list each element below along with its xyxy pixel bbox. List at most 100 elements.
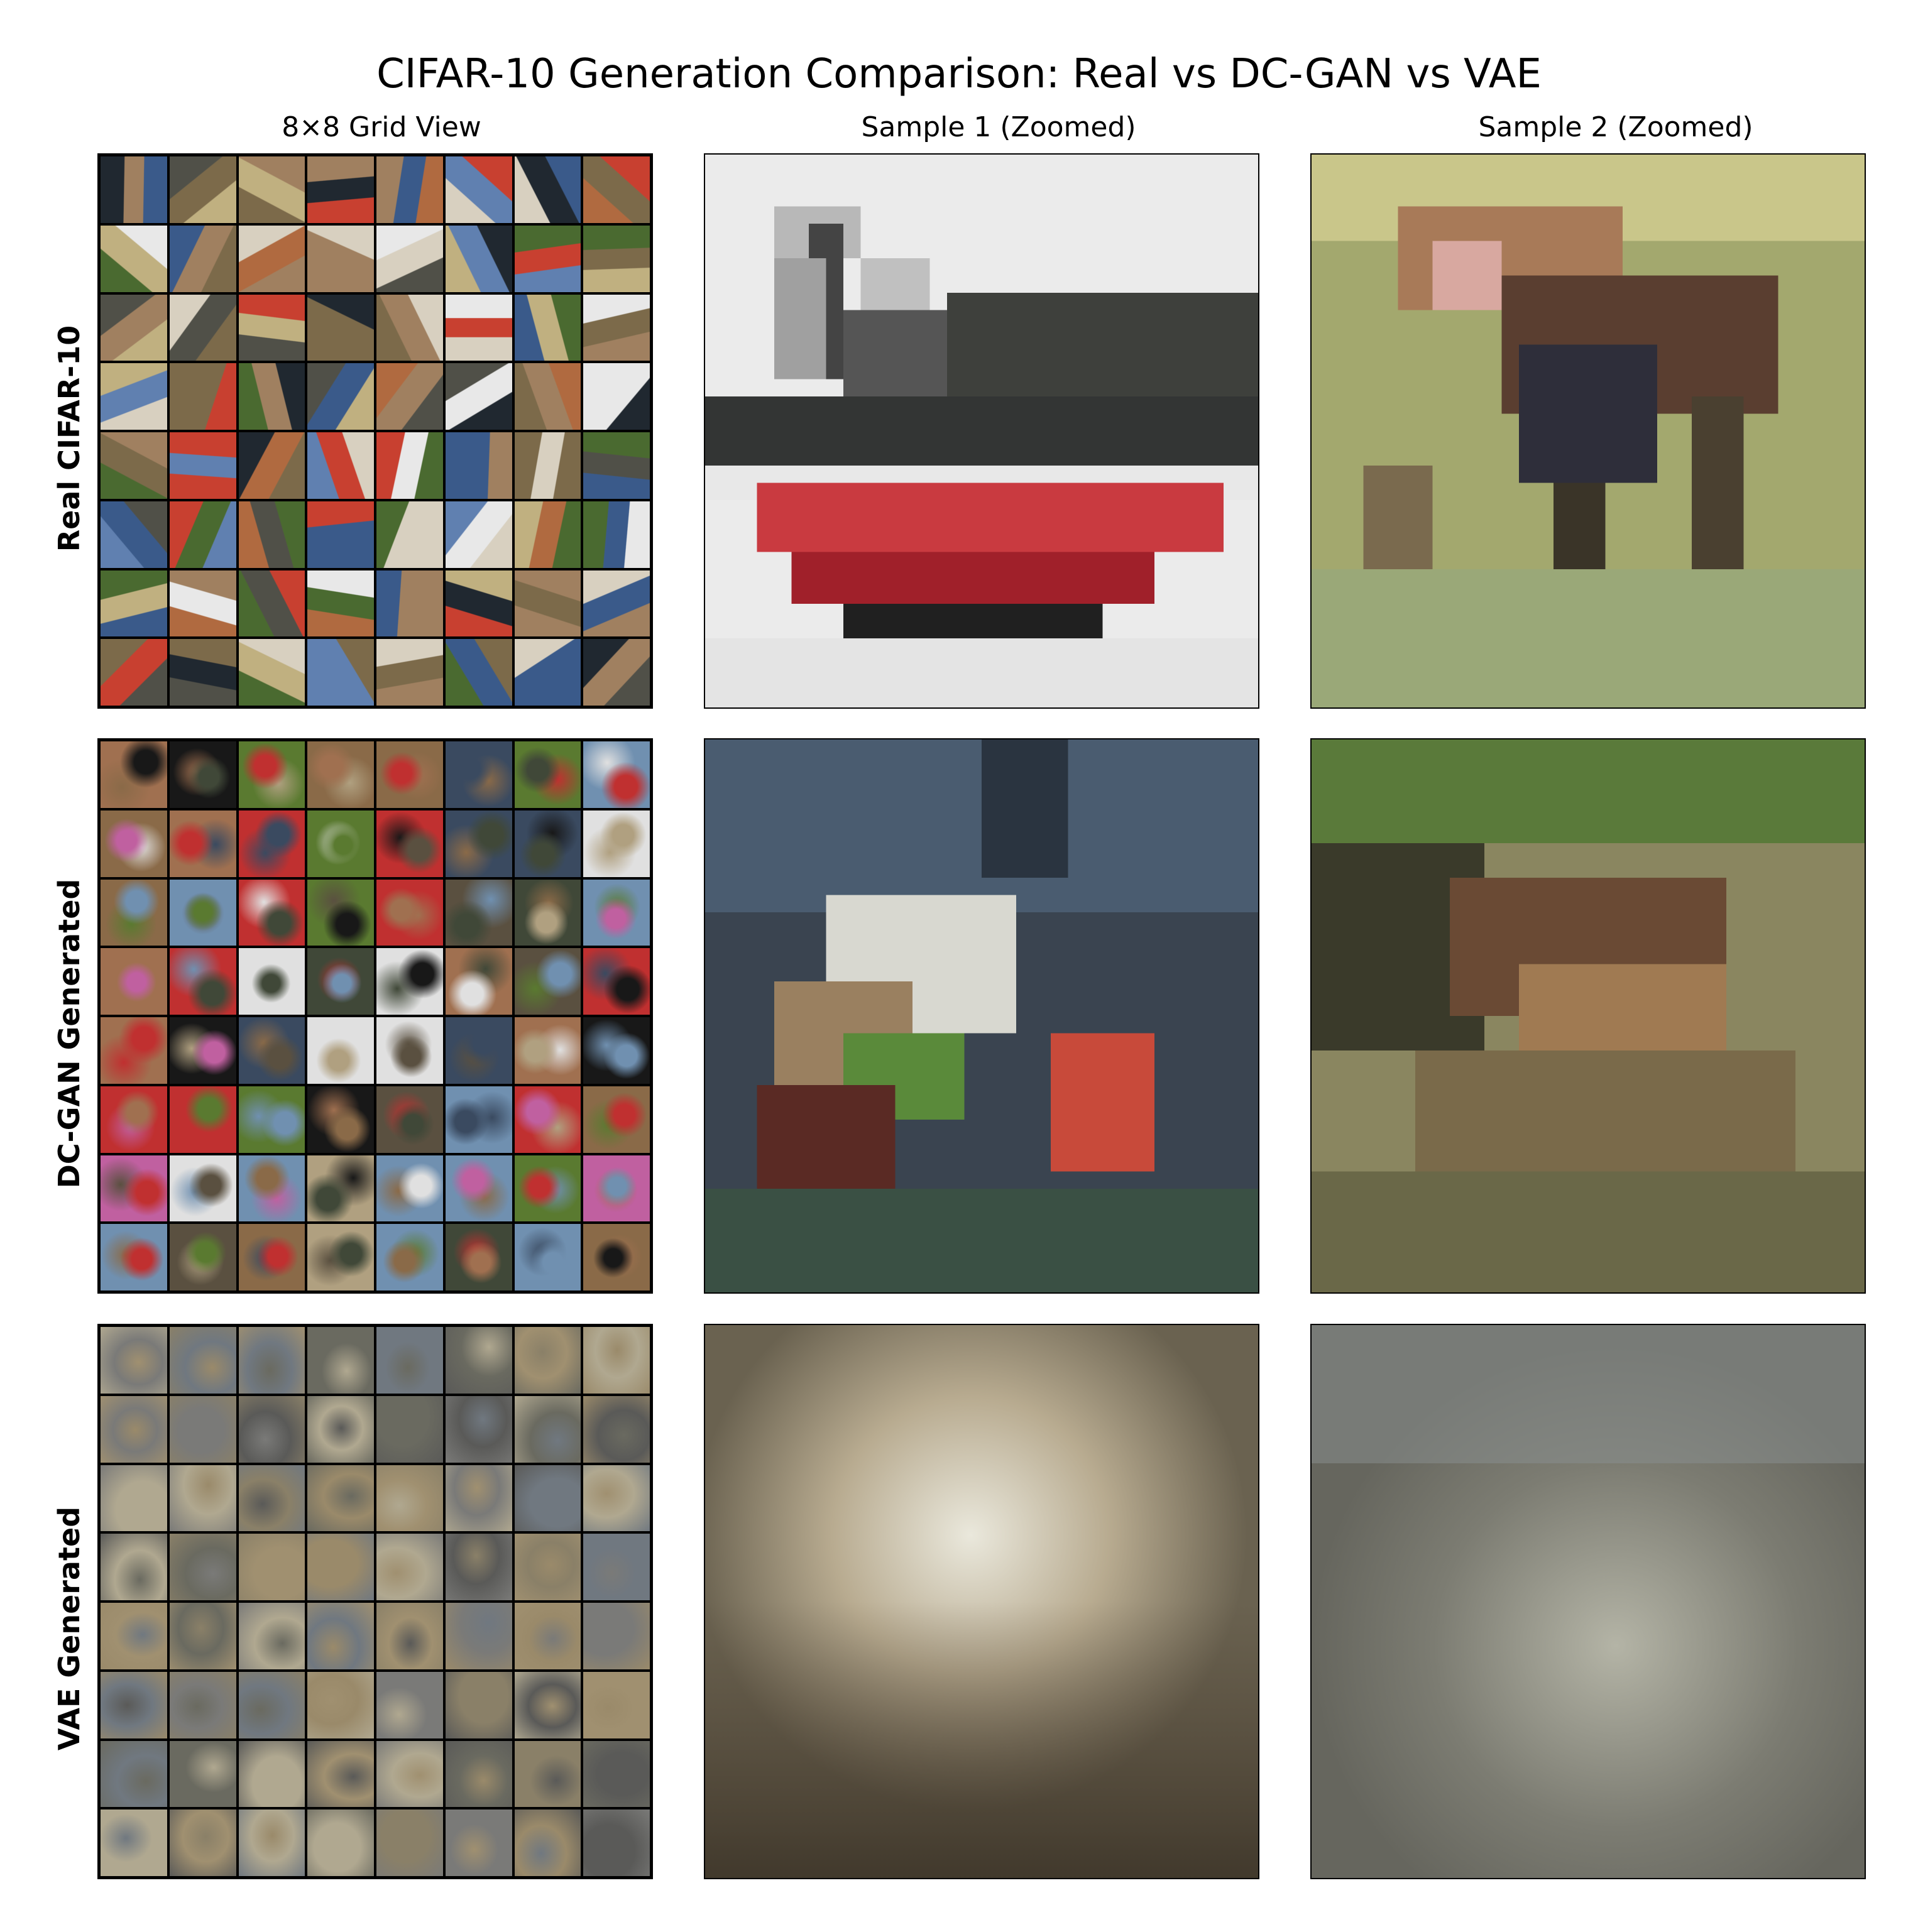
grid-thumbnail xyxy=(445,501,512,568)
grid-thumbnail xyxy=(169,156,236,223)
grid-thumbnail xyxy=(445,1155,512,1222)
grid-thumbnail xyxy=(169,1809,236,1876)
grid-thumbnail xyxy=(307,225,374,292)
grid-thumbnail xyxy=(445,1086,512,1153)
real-sample-2-image xyxy=(1310,153,1866,709)
grid-thumbnail xyxy=(514,1603,581,1669)
grid-thumbnail xyxy=(376,639,443,706)
real-sample-1-image xyxy=(704,153,1259,709)
grid-thumbnail xyxy=(238,1224,305,1291)
grid-thumbnail xyxy=(169,1671,236,1738)
grid-thumbnail xyxy=(583,501,650,568)
grid-thumbnail xyxy=(445,1740,512,1808)
grid-thumbnail xyxy=(583,1809,650,1876)
grid-thumbnail xyxy=(376,948,443,1015)
grid-thumbnail xyxy=(307,1224,374,1291)
grid-thumbnail xyxy=(445,1603,512,1669)
grid-thumbnail xyxy=(583,1603,650,1669)
grid-thumbnail xyxy=(376,363,443,430)
grid-thumbnail xyxy=(101,570,167,637)
grid-thumbnail xyxy=(583,1395,650,1463)
column-title-grid: 8×8 Grid View xyxy=(282,111,481,143)
grid-thumbnail xyxy=(583,810,650,877)
grid-thumbnail xyxy=(376,501,443,568)
grid-thumbnail xyxy=(445,570,512,637)
grid-thumbnail xyxy=(583,156,650,223)
grid-thumbnail xyxy=(583,225,650,292)
grid-thumbnail xyxy=(238,1740,305,1808)
grid-thumbnail xyxy=(238,639,305,706)
grid-thumbnail xyxy=(169,1086,236,1153)
grid-thumbnail xyxy=(101,1809,167,1876)
grid-thumbnail xyxy=(376,1740,443,1808)
grid-thumbnail xyxy=(238,501,305,568)
row-label-real: Real CIFAR-10 xyxy=(52,325,86,552)
grid-thumbnail xyxy=(445,1327,512,1394)
grid-thumbnail xyxy=(169,363,236,430)
grid-thumbnail xyxy=(169,225,236,292)
grid-thumbnail xyxy=(307,639,374,706)
grid-thumbnail xyxy=(376,1395,443,1463)
grid-thumbnail xyxy=(238,810,305,877)
grid-thumbnail xyxy=(169,432,236,499)
grid-thumbnail xyxy=(169,1155,236,1222)
grid-thumbnail xyxy=(514,432,581,499)
grid-thumbnail xyxy=(445,639,512,706)
grid-thumbnail xyxy=(169,294,236,361)
grid-thumbnail xyxy=(514,363,581,430)
grid-thumbnail xyxy=(101,294,167,361)
grid-thumbnail xyxy=(376,1086,443,1153)
grid-thumbnail xyxy=(514,1809,581,1876)
grid-thumbnail xyxy=(445,1224,512,1291)
grid-thumbnail xyxy=(101,1603,167,1669)
grid-thumbnail xyxy=(514,1740,581,1808)
row-label-vae: VAE Generated xyxy=(52,1506,86,1751)
grid-thumbnail xyxy=(101,1224,167,1291)
grid-thumbnail xyxy=(583,570,650,637)
grid-thumbnail xyxy=(445,294,512,361)
grid-thumbnail xyxy=(514,1017,581,1084)
grid-thumbnail xyxy=(307,810,374,877)
grid-thumbnail xyxy=(238,294,305,361)
grid-thumbnail xyxy=(514,639,581,706)
grid-thumbnail xyxy=(514,1534,581,1600)
grid-thumbnail xyxy=(101,1327,167,1394)
grid-thumbnail xyxy=(445,948,512,1015)
grid-thumbnail xyxy=(445,741,512,808)
grid-thumbnail xyxy=(101,1671,167,1738)
real-grid-image xyxy=(97,153,653,709)
grid-thumbnail xyxy=(101,639,167,706)
grid-thumbnail xyxy=(514,741,581,808)
grid-thumbnail xyxy=(307,1603,374,1669)
dcgan-sample-1-image xyxy=(704,738,1259,1294)
grid-thumbnail xyxy=(238,1809,305,1876)
grid-thumbnail xyxy=(445,1395,512,1463)
grid-thumbnail xyxy=(101,156,167,223)
grid-thumbnail xyxy=(101,432,167,499)
grid-thumbnail xyxy=(376,1603,443,1669)
grid-thumbnail xyxy=(101,1086,167,1153)
grid-thumbnail xyxy=(101,225,167,292)
grid-thumbnail xyxy=(101,1534,167,1600)
grid-thumbnail xyxy=(238,1534,305,1600)
grid-thumbnail xyxy=(169,639,236,706)
grid-thumbnail xyxy=(514,156,581,223)
grid-thumbnail xyxy=(238,570,305,637)
grid-thumbnail xyxy=(101,948,167,1015)
grid-thumbnail xyxy=(583,1327,650,1394)
grid-thumbnail xyxy=(583,639,650,706)
grid-thumbnail xyxy=(238,1671,305,1738)
grid-thumbnail xyxy=(376,1465,443,1532)
grid-thumbnail xyxy=(583,1465,650,1532)
grid-thumbnail xyxy=(514,948,581,1015)
grid-thumbnail xyxy=(583,1671,650,1738)
grid-thumbnail xyxy=(307,432,374,499)
grid-thumbnail xyxy=(101,1155,167,1222)
dcgan-grid-image xyxy=(97,738,653,1294)
grid-thumbnail xyxy=(445,1671,512,1738)
grid-thumbnail xyxy=(514,1671,581,1738)
grid-thumbnail xyxy=(101,1017,167,1084)
grid-thumbnail xyxy=(583,294,650,361)
grid-thumbnail xyxy=(307,948,374,1015)
grid-thumbnail xyxy=(101,1465,167,1532)
